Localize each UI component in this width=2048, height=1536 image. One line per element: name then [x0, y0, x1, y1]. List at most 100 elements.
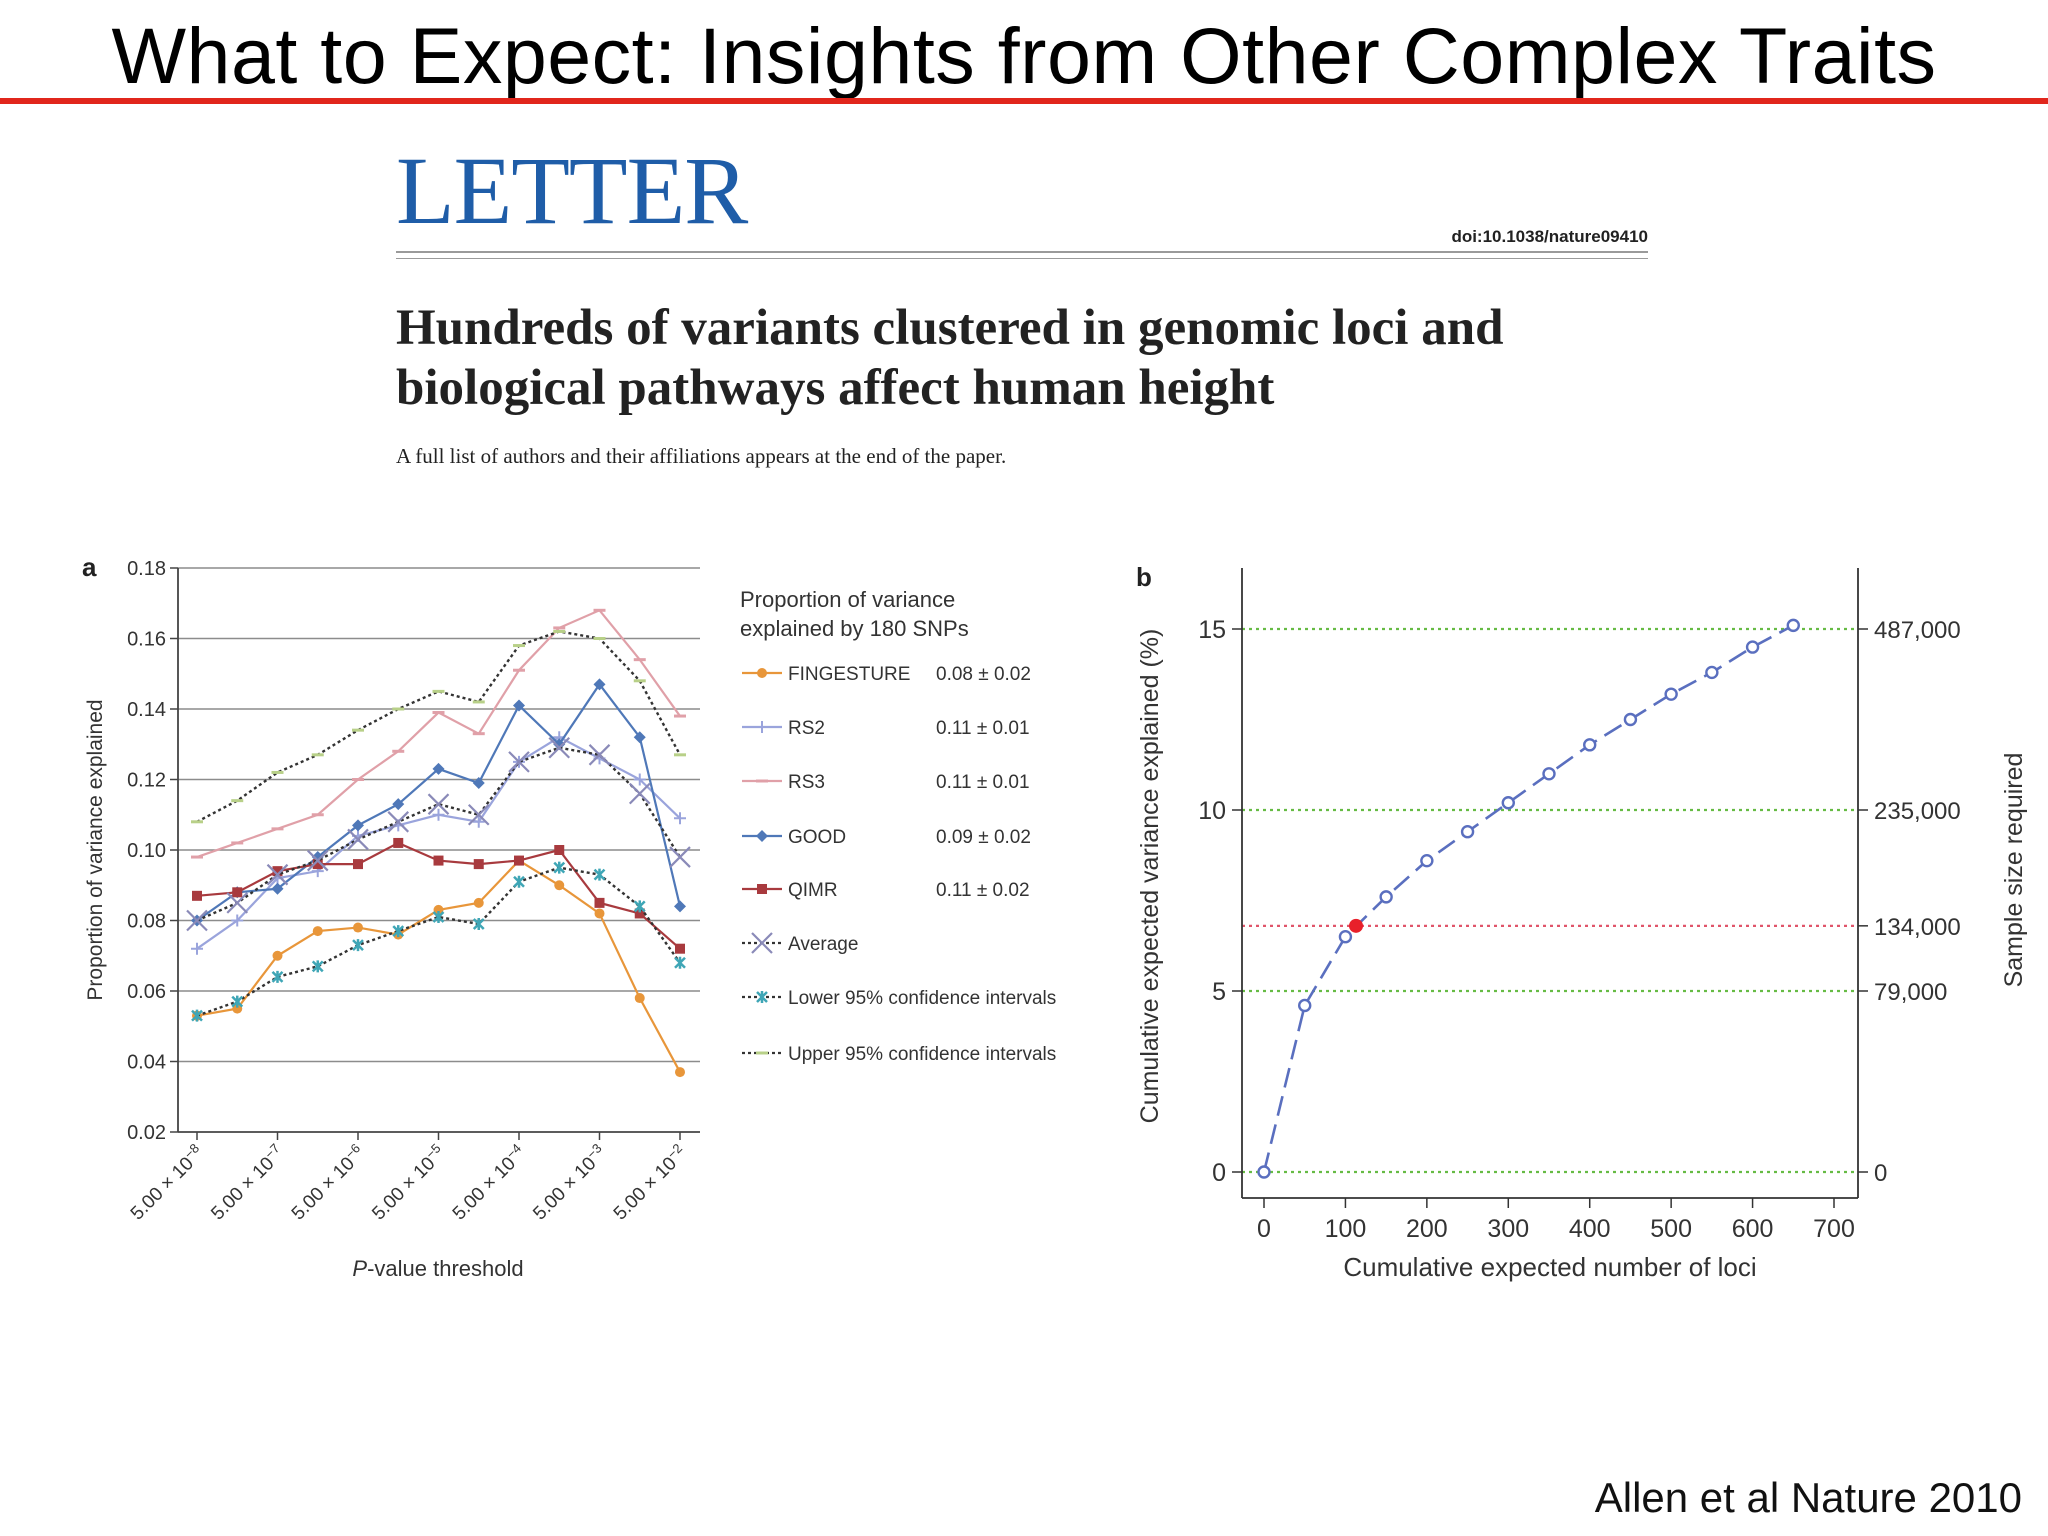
y-axis-label: Proportion of variance explained	[84, 699, 107, 1000]
data-point	[513, 875, 525, 888]
y-tick-label: 0.08	[127, 911, 166, 933]
data-point	[312, 926, 323, 937]
x-tick-label: 400	[1569, 1215, 1611, 1243]
data-point	[387, 811, 410, 833]
data-point	[674, 812, 686, 825]
legend-swatch-marker	[756, 721, 768, 733]
data-point	[231, 995, 244, 1008]
highlight-point	[1349, 918, 1364, 933]
legend-label: RS2	[788, 718, 825, 739]
data-point	[634, 908, 645, 919]
data-point	[347, 828, 369, 851]
data-point	[232, 1003, 243, 1014]
x-axis-label-italic: P	[352, 1256, 367, 1281]
y-tick-label: 0.16	[127, 629, 166, 651]
data-point	[554, 880, 565, 891]
data-point	[674, 900, 686, 913]
series-qimr	[192, 837, 685, 954]
legend-label: RS3	[788, 772, 825, 793]
y-tick-label: 0.04	[127, 1052, 166, 1074]
data-point	[593, 868, 606, 881]
header-rule-top	[396, 251, 1648, 253]
data-point	[433, 904, 444, 915]
data-point	[467, 803, 490, 826]
paper-title: Hundreds of variants clustered in genomi…	[396, 298, 1696, 418]
data-point	[633, 731, 646, 744]
panel-b-label: b	[1136, 562, 1152, 592]
paper-title-line-1: Hundreds of variants clustered in genomi…	[396, 300, 1504, 356]
series-upper-95-confidence-intervals	[191, 629, 686, 824]
legend-entry: Average	[742, 932, 858, 955]
citation-credit: Allen et al Nature 2010	[1594, 1474, 2022, 1521]
legend-entry: QIMR 0.11 ± 0.02	[742, 880, 1030, 901]
legend-entry: RS3 0.11 ± 0.01	[742, 772, 1030, 793]
data-point	[674, 956, 686, 969]
data-point	[594, 908, 605, 919]
series-rs2	[191, 731, 686, 955]
legend-stat: 0.11 ± 0.01	[936, 718, 1030, 739]
letter-heading: LETTER	[396, 137, 748, 244]
title-underline	[0, 98, 2048, 104]
legend-label: Upper 95% confidence intervals	[788, 1044, 1056, 1065]
legend-swatch-marker	[757, 668, 767, 678]
data-point	[473, 859, 484, 870]
data-point	[432, 762, 445, 775]
series-average	[186, 736, 691, 932]
paper-title-line-2: biological pathways affect human height	[396, 360, 1275, 416]
data-point	[353, 922, 363, 933]
data-point	[675, 943, 685, 954]
series-rs3	[191, 608, 686, 859]
legend-swatch-marker	[756, 991, 768, 1003]
data-point	[1257, 1165, 1271, 1179]
data-point	[433, 855, 444, 866]
data-point	[353, 859, 363, 870]
y2-tick-label: 79,000	[1874, 979, 1947, 1006]
series-line	[1262, 624, 1794, 1173]
data-point	[392, 798, 405, 811]
y2-tick-label: 134,000	[1874, 914, 1961, 941]
data-point	[427, 793, 450, 815]
paper-authors-note: A full list of authors and their affilia…	[396, 444, 1007, 468]
y-tick-label: 0.18	[127, 558, 166, 580]
x-tick-label: 100	[1325, 1215, 1367, 1243]
legend-stat: 0.08 ± 0.02	[936, 664, 1031, 685]
data-point	[473, 897, 484, 908]
legend-stat: 0.11 ± 0.01	[936, 772, 1030, 793]
legend-swatch-marker	[751, 932, 773, 954]
data-point	[548, 736, 571, 759]
x-axis-label: P-value threshold	[352, 1256, 523, 1281]
data-point	[266, 863, 289, 886]
legend-title: Proportion of variance	[740, 587, 955, 612]
legend-swatch-marker	[756, 830, 768, 842]
data-point	[634, 993, 645, 1004]
y2-tick-label: 487,000	[1874, 617, 1961, 644]
data-point	[472, 918, 485, 931]
header-rule-bottom	[396, 258, 1648, 259]
data-point	[472, 815, 485, 828]
data-point	[272, 866, 283, 877]
data-point	[393, 837, 404, 848]
data-point	[1501, 796, 1515, 810]
y-tick-label: 0.10	[127, 840, 166, 862]
data-point	[392, 925, 405, 938]
data-point	[1298, 998, 1312, 1013]
y-tick-label: 15	[1198, 616, 1226, 644]
data-point	[633, 773, 646, 786]
data-point	[432, 910, 445, 923]
series-good	[191, 678, 686, 927]
data-point	[271, 970, 284, 983]
data-point	[352, 939, 364, 952]
y-tick-label: 5	[1212, 978, 1226, 1006]
legend-entry: FINGESTURE 0.08 ± 0.02	[742, 664, 1031, 685]
data-point	[593, 678, 606, 691]
data-point	[588, 744, 611, 766]
data-point	[669, 846, 691, 868]
data-point	[312, 859, 323, 870]
x-tick-label: 200	[1406, 1215, 1448, 1243]
data-point	[514, 855, 524, 866]
legend-entry: Upper 95% confidence intervals	[742, 1044, 1056, 1065]
data-point	[232, 887, 243, 898]
data-point	[231, 914, 244, 927]
y-tick-label: 10	[1198, 797, 1226, 825]
